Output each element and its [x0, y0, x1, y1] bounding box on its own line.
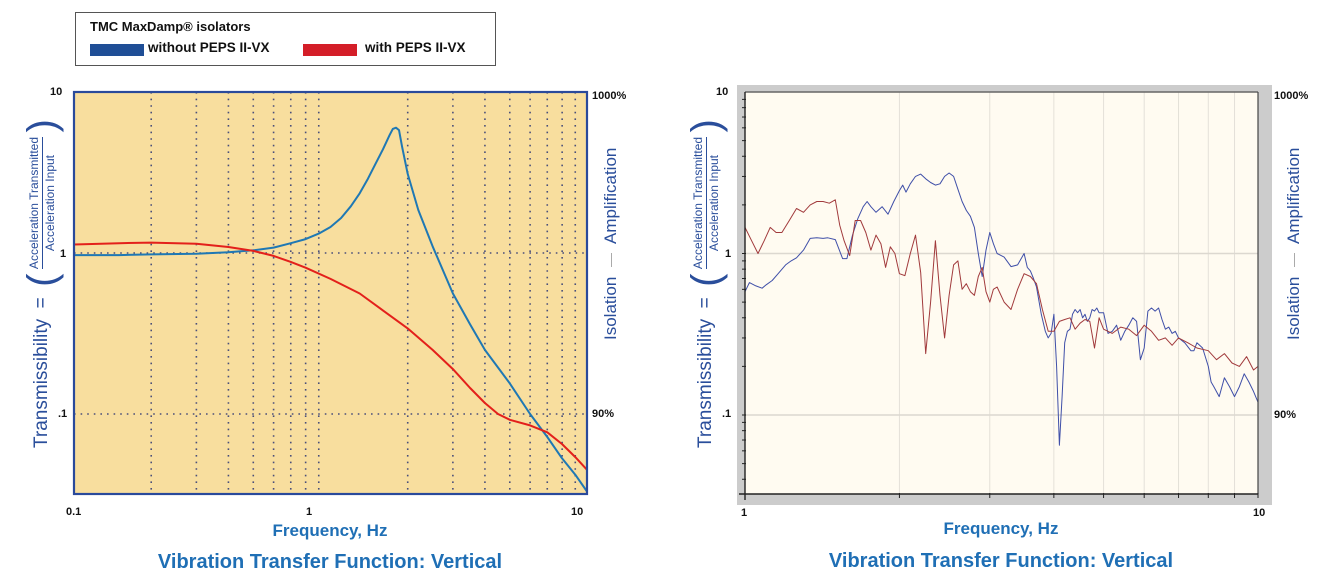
left-x-tick-0.1: 0.1 [66, 506, 82, 518]
right-y-axis-paren-close: ) [684, 119, 728, 133]
left-y-tick-10: 10 [50, 86, 63, 98]
right-series-with-peps [744, 199, 1259, 371]
left-y-tick-1: 1 [60, 248, 67, 260]
left-right-tick-1000: 1000% [592, 90, 627, 102]
right-region-divider [1294, 253, 1295, 267]
right-amplification-label: Amplification [1284, 147, 1303, 244]
right-series-without-peps [744, 172, 1259, 446]
right-y-axis-numerator: Acceleration Transmitted [690, 137, 707, 270]
right-isolation-label: Isolation [1284, 276, 1303, 340]
left-x-tick-10: 10 [571, 506, 584, 518]
right-chart-title: Vibration Transfer Function: Vertical [828, 550, 1174, 572]
right-y-axis-title: Transmissibility [695, 318, 716, 448]
legend-label-with: with PEPS II-VX [365, 40, 466, 55]
left-plot-frame [72, 90, 589, 496]
right-y-axis-fraction: Acceleration Transmitted Acceleration In… [690, 137, 722, 270]
right-plot-background [745, 92, 1258, 494]
left-y-tick-0.1: .1 [58, 408, 68, 420]
right-x-tick-1: 1 [741, 507, 748, 519]
left-x-axis-label: Frequency, Hz [272, 521, 388, 540]
right-y-tick-0.1: .1 [722, 408, 732, 420]
left-series-without-peps [74, 126, 588, 493]
right-y-axis-denominator: Acceleration Input [706, 155, 721, 252]
legend-swatch-with [303, 44, 357, 56]
right-y-tick-10: 10 [716, 86, 729, 98]
right-x-axis-label: Frequency, Hz [943, 519, 1059, 538]
right-y-axis-paren-open: ( [684, 273, 728, 287]
left-region-divider [611, 253, 612, 267]
left-x-tick-1: 1 [306, 506, 313, 518]
right-y-tick-1: 1 [725, 248, 732, 260]
right-y-axis-label: Transmissibility = ( Acceleration Transm… [684, 119, 728, 448]
legend: TMC MaxDamp® isolators without PEPS II-V… [75, 12, 496, 66]
right-right-tick-1000: 1000% [1274, 90, 1309, 102]
right-y-axis-equals: = [695, 297, 716, 309]
left-series-with-peps [73, 241, 588, 471]
legend-label-without: without PEPS II-VX [148, 40, 270, 55]
legend-title: TMC MaxDamp® isolators [90, 19, 251, 34]
right-right-tick-90: 90% [1274, 409, 1297, 421]
left-plot-background [74, 92, 587, 494]
left-chart-title: Vibration Transfer Function: Vertical [157, 551, 503, 573]
legend-swatch-without [90, 44, 144, 56]
right-x-tick-10: 10 [1253, 507, 1266, 519]
left-right-tick-90: 90% [592, 408, 615, 420]
